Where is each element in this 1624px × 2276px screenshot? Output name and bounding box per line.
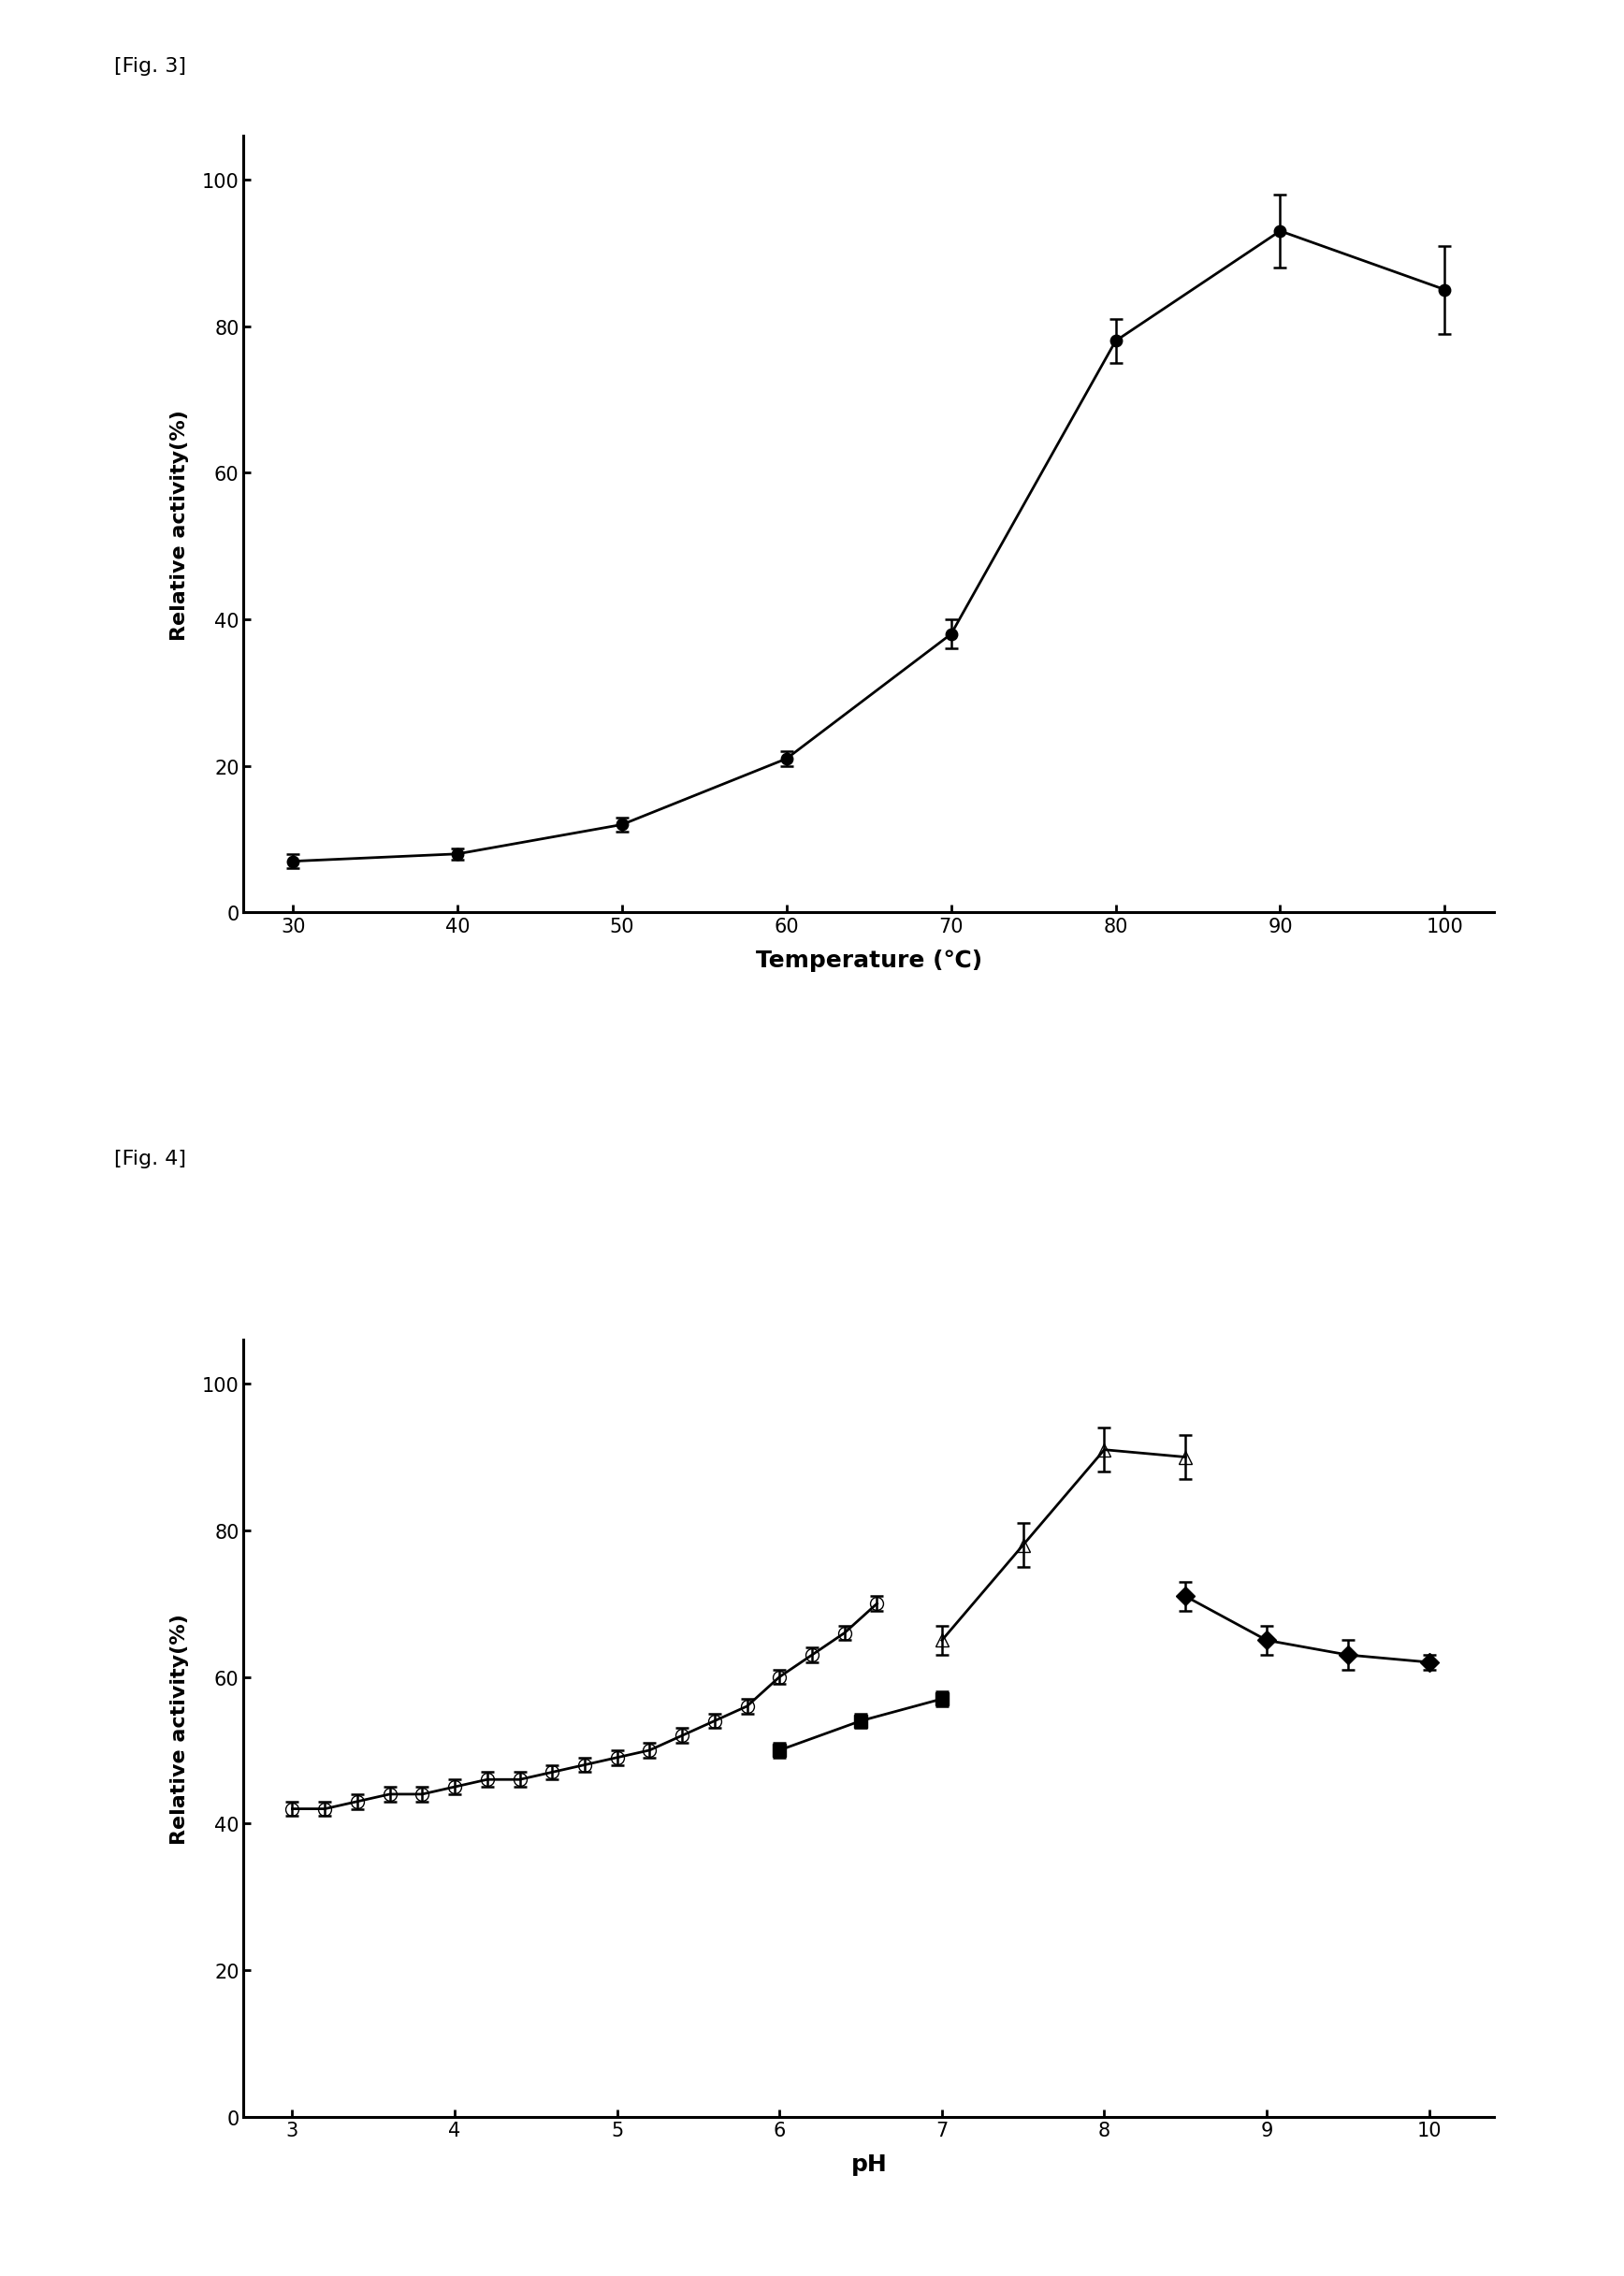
Y-axis label: Relative activity(%): Relative activity(%): [171, 1614, 188, 1844]
X-axis label: pH: pH: [851, 2153, 887, 2176]
Y-axis label: Relative activity(%): Relative activity(%): [171, 410, 188, 640]
Text: [Fig. 3]: [Fig. 3]: [114, 57, 185, 75]
X-axis label: Temperature (℃): Temperature (℃): [755, 949, 983, 972]
Text: [Fig. 4]: [Fig. 4]: [114, 1149, 185, 1168]
